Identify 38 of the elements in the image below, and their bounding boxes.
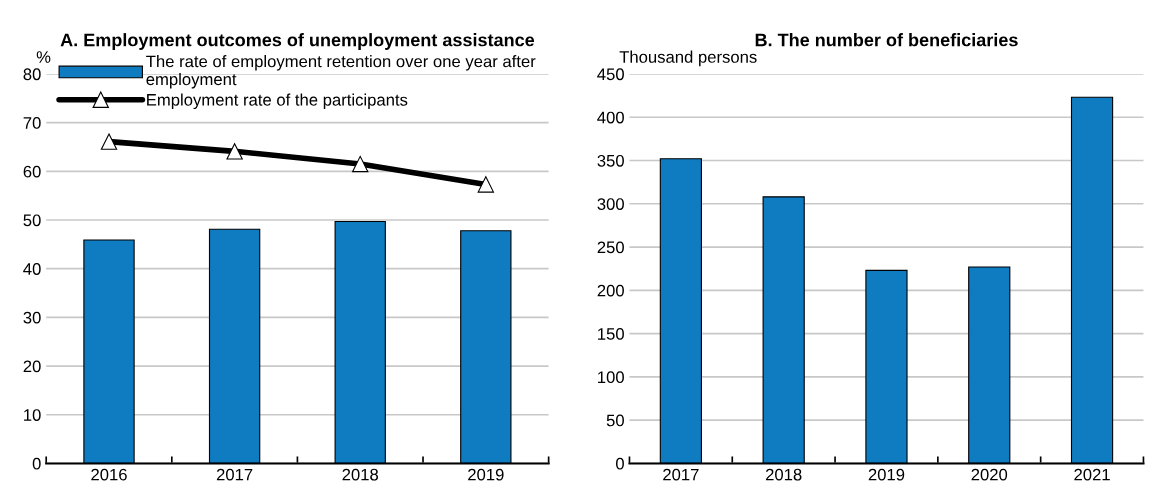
x-tick-label: 2017 — [216, 468, 253, 481]
x-tick-label: 2018 — [765, 468, 802, 481]
x-tick-label: 2019 — [868, 468, 905, 481]
point — [352, 155, 369, 173]
y-axis-title: Thousand persons — [619, 50, 757, 67]
x-tick-label: 2016 — [91, 468, 127, 481]
y-tick-label: 400 — [597, 111, 624, 124]
point — [100, 133, 118, 150]
y-tick-label: 20 — [23, 360, 41, 373]
y-tick-label: 300 — [597, 198, 624, 210]
legend-label: Employment rate of the participants — [147, 93, 408, 110]
y-tick-label: 70 — [23, 117, 41, 129]
y-tick-label: 100 — [598, 371, 624, 384]
chart-title: B. The number of beneficiaries — [755, 33, 1018, 47]
x-tick-label: 2020 — [971, 468, 1008, 481]
legend-label: The rate of employment retention over one year after employment — [146, 55, 536, 89]
y-tick-label: 250 — [597, 241, 624, 254]
x-tick-label: 2018 — [342, 468, 379, 481]
x-tick-label: 2021 — [1074, 468, 1110, 481]
y-tick-label: 450 — [597, 68, 624, 81]
y-tick-label: 50 — [23, 214, 41, 227]
y-tick-label: 200 — [597, 284, 624, 297]
y-axis-title: % — [36, 51, 51, 63]
y-tick-label: 60 — [23, 165, 41, 178]
y-tick-label: 50 — [606, 414, 624, 427]
point — [226, 143, 243, 160]
y-tick-label: 80 — [23, 68, 41, 81]
chart-title: A. Employment outcomes of unemployment assistance — [60, 33, 535, 50]
y-tick-label: 10 — [24, 409, 41, 421]
x-tick-label: 2019 — [468, 468, 504, 481]
y-tick-label: 0 — [616, 457, 624, 470]
x-tick-label: 2017 — [663, 468, 699, 481]
y-tick-label: 150 — [598, 328, 624, 340]
y-tick-label: 0 — [32, 457, 41, 470]
y-tick-label: 30 — [23, 311, 41, 324]
point — [477, 176, 495, 193]
y-tick-label: 40 — [23, 263, 41, 275]
y-tick-label: 350 — [597, 154, 624, 167]
